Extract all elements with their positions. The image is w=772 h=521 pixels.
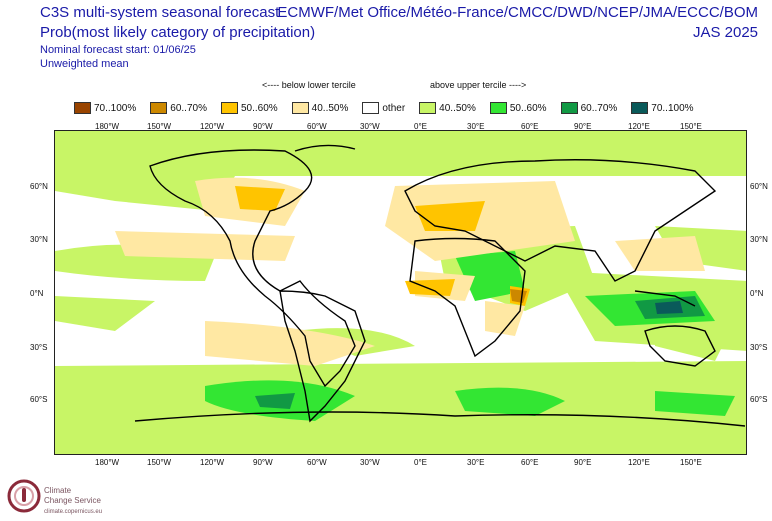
legend-swatch <box>220 102 238 114</box>
longitude-label: 0°E <box>414 458 427 467</box>
latitude-label: 0°N <box>30 289 44 298</box>
longitude-label: 60°E <box>521 122 539 131</box>
centres-list: ECMWF/Met Office/Météo-France/CMCC/DWD/N… <box>277 4 758 21</box>
logo-text: Climate Change Service <box>44 486 101 506</box>
legend-item: 50..60% <box>489 100 547 116</box>
longitude-label: 90°E <box>574 458 592 467</box>
legend: 70..100% 60..70% 50..60% 40..50% other 40..50… <box>74 100 694 116</box>
longitude-label: 60°W <box>307 458 327 467</box>
mean-type: Unweighted mean <box>40 58 129 70</box>
legend-label: other <box>382 102 406 114</box>
legend-label: 60..70% <box>580 102 618 114</box>
season-label: JAS 2025 <box>692 24 758 41</box>
copernicus-logo <box>6 478 146 516</box>
latitude-label: 60°S <box>30 395 48 404</box>
longitude-label: 120°E <box>628 122 650 131</box>
legend-swatch <box>74 102 91 114</box>
latitude-label: 30°N <box>30 235 48 244</box>
longitude-label: 180°W <box>95 122 120 131</box>
legend-swatch <box>362 102 380 114</box>
forecast-map <box>54 130 747 455</box>
logo-line1: Climate <box>44 486 72 495</box>
longitude-label: 60°W <box>307 122 327 131</box>
legend-item: 60..70% <box>150 100 207 116</box>
legend-label: 70..100% <box>651 102 694 114</box>
longitude-label: 150°W <box>147 458 172 467</box>
longitude-label: 30°E <box>467 458 485 467</box>
legend-item: 50..60% <box>220 100 278 116</box>
legend-swatch <box>631 102 649 114</box>
latitude-label: 60°N <box>30 182 48 191</box>
longitude-label: 30°W <box>360 122 380 131</box>
longitude-label: 30°E <box>467 122 485 131</box>
title-right-block: ECMWF/Met Office/Météo-France/CMCC/DWD/N… <box>277 3 758 43</box>
legend-label: 40..50% <box>439 102 476 114</box>
latitude-label: 0°N <box>750 289 764 298</box>
legend-item: 70..100% <box>74 100 136 116</box>
below-tercile-label: <---- below lower tercile <box>262 80 356 90</box>
coastlines <box>134 144 746 427</box>
c3s-logo-icon <box>7 479 41 513</box>
legend-item: other <box>362 100 405 116</box>
legend-item: 70..100% <box>631 100 694 116</box>
legend-item: 40..50% <box>291 100 349 116</box>
longitude-label: 120°E <box>628 458 650 467</box>
legend-label: 50..60% <box>509 102 547 114</box>
legend-swatch <box>489 102 507 114</box>
legend-label: 40..50% <box>311 102 349 114</box>
forecast-start: Nominal forecast start: 01/06/25 <box>40 44 196 56</box>
legend-label: 70..100% <box>94 102 137 114</box>
legend-item: 40..50% <box>419 100 476 116</box>
map-subtitle: Prob(most likely category of precipitati… <box>40 24 316 41</box>
legend-swatch <box>560 102 578 114</box>
teal-regions <box>655 301 683 314</box>
latitude-label: 30°N <box>750 235 768 244</box>
map-svg <box>55 131 746 454</box>
longitude-label: 90°W <box>253 122 273 131</box>
longitude-label: 60°E <box>521 458 539 467</box>
longitude-label: 90°E <box>574 122 592 131</box>
legend-label: 60..70% <box>170 102 207 114</box>
latitude-label: 60°S <box>750 395 768 404</box>
legend-swatch <box>150 102 168 114</box>
latitude-label: 60°N <box>750 182 768 191</box>
longitude-label: 90°W <box>253 458 273 467</box>
map-title: C3S multi-system seasonal forecast <box>40 4 280 21</box>
longitude-label: 150°W <box>147 122 172 131</box>
longitude-label: 180°W <box>95 458 120 467</box>
longitude-label: 120°W <box>200 122 225 131</box>
legend-swatch <box>419 102 437 114</box>
longitude-label: 0°E <box>414 122 427 131</box>
logo-line2: Change Service <box>44 496 101 505</box>
latitude-label: 30°S <box>750 343 768 352</box>
title-block: C3S multi-system seasonal forecast Prob(… <box>40 3 315 71</box>
legend-item: 60..70% <box>560 100 618 116</box>
longitude-label: 150°E <box>680 122 702 131</box>
logo-url: climate.copernicus.eu <box>44 509 103 515</box>
above-tercile-label: above upper tercile ----> <box>430 80 527 90</box>
legend-swatch <box>291 102 309 114</box>
longitude-label: 30°W <box>360 458 380 467</box>
longitude-label: 120°W <box>200 458 225 467</box>
legend-label: 50..60% <box>240 102 278 114</box>
latitude-label: 30°S <box>30 343 48 352</box>
longitude-label: 150°E <box>680 458 702 467</box>
